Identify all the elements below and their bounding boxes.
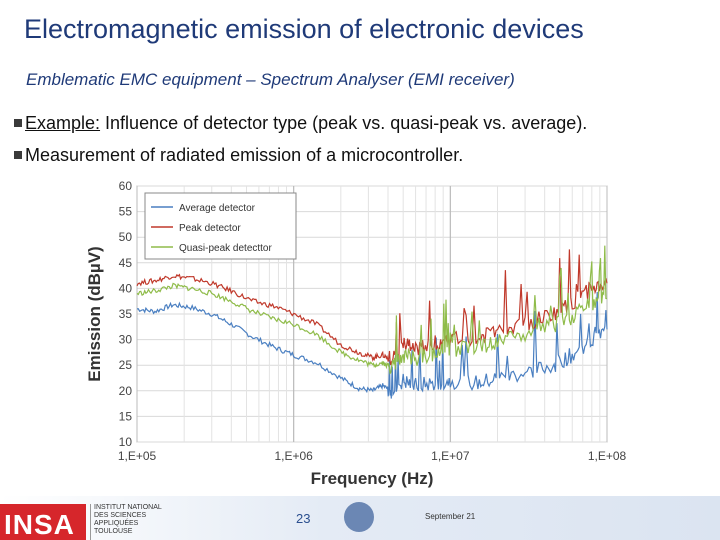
y-tick-label: 45 (119, 256, 133, 270)
legend-entry: Peak detector (179, 223, 241, 234)
y-tick-label: 30 (119, 333, 133, 347)
y-axis-label: Emission (dBµV) (85, 246, 104, 381)
bullet-text: Influence of detector type (peak vs. qua… (100, 113, 588, 133)
slide-title: Electromagnetic emission of electronic d… (24, 14, 584, 44)
institution-name: INSTITUT NATIONAL DES SCIENCES APPLIQUÉE… (94, 504, 162, 536)
legend-entry: Quasi-peak detecttor (179, 243, 272, 254)
series-line (136, 291, 608, 399)
circle-decoration-icon (344, 502, 374, 532)
y-tick-label: 20 (119, 384, 133, 398)
y-tick-label: 60 (119, 179, 133, 193)
logo-text: INSA (4, 509, 75, 540)
y-tick-label: 50 (119, 230, 133, 244)
legend-entry: Average detector (179, 203, 256, 214)
y-tick-label: 55 (119, 205, 133, 219)
institution-line: TOULOUSE (94, 528, 133, 535)
footer-date: September 21 (425, 512, 476, 521)
slide-subtitle: Emblematic EMC equipment – Spectrum Anal… (26, 70, 515, 89)
y-tick-label: 10 (119, 435, 133, 449)
y-tick-label: 40 (119, 281, 133, 295)
ticks: 10 15 20 25 30 35 40 45 50 55 60 1,E+05 1,E+06 1,E+07… (118, 179, 627, 463)
x-tick-label: 1,E+05 (118, 449, 157, 463)
legend-box (144, 192, 297, 260)
bullet-square-icon (14, 151, 22, 159)
x-tick-label: 1,E+06 (274, 449, 313, 463)
bullet-text: Measurement of radiated emission of a mi… (25, 145, 464, 165)
institution-line: INSTITUT NATIONAL (94, 504, 162, 511)
legend: Average detector Peak detector Quasi-peak … (144, 192, 297, 260)
institution-line: DES SCIENCES (94, 512, 147, 519)
emission-chart: 10 15 20 25 30 35 40 45 50 55 60 1,E+05 1,E+06 1,E+07… (85, 179, 627, 488)
footer: INSA INSTITUT NATIONAL DES SCIENCES APPL… (0, 496, 720, 540)
page-number: 23 (296, 511, 311, 526)
series-line (136, 245, 608, 375)
institution-line: APPLIQUÉES (94, 520, 139, 527)
bullet-prefix: Example: (25, 113, 101, 133)
logo-divider (90, 504, 91, 540)
x-axis-label: Frequency (Hz) (311, 469, 434, 488)
y-tick-label: 25 (119, 358, 133, 372)
y-tick-label: 15 (119, 409, 133, 423)
series-layer (136, 245, 608, 399)
insa-logo: INSA (0, 504, 86, 540)
x-tick-label: 1,E+08 (588, 449, 627, 463)
bullet-square-icon (14, 119, 22, 127)
x-tick-label: 1,E+07 (431, 449, 470, 463)
series-line (136, 249, 608, 366)
bullet-example: Example: Influence of detector type (pea… (14, 113, 587, 134)
y-tick-label: 35 (119, 307, 133, 321)
bullet-measurement: Measurement of radiated emission of a mi… (14, 145, 463, 166)
